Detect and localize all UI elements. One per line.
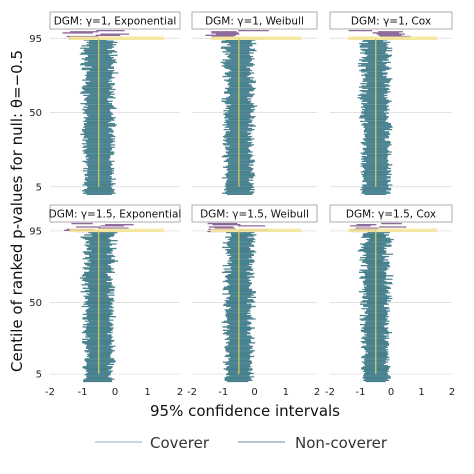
x-tick-label: -1 xyxy=(218,387,228,398)
x-tick-label: -2 xyxy=(325,387,335,398)
facet-title: DGM: γ=1, Cox xyxy=(351,16,431,28)
x-tick-label: 2 xyxy=(314,387,320,398)
x-tick-label: 0 xyxy=(251,387,257,398)
facet-title: DGM: γ=1, Exponential xyxy=(54,16,177,28)
y-tick-label: 50 xyxy=(29,108,42,119)
facet-title: DGM: γ=1, Weibull xyxy=(205,16,304,28)
x-axis-title: 95% confidence intervals xyxy=(150,402,340,420)
facet-panel: DGM: γ=1, Weibull xyxy=(191,11,318,196)
facet-strip xyxy=(49,204,181,223)
facet-title: DGM: γ=1.5, Weibull xyxy=(200,209,309,221)
y-tick-label: 50 xyxy=(29,298,42,309)
x-tick-label: 1 xyxy=(418,387,424,398)
y-tick-label: 5 xyxy=(36,182,42,193)
legend-label-non-coverer: Non-coverer xyxy=(295,434,388,452)
facet-panel: DGM: γ=1.5, Exponential 5 50 95 -2 -1 0 1 2 xyxy=(29,204,183,398)
facet-panel: DGM: γ=1.5, Cox -2 -1 0 1 2 xyxy=(325,204,455,398)
facet-strip xyxy=(191,11,318,30)
facet-strip xyxy=(329,204,453,223)
x-tick-label: 1 xyxy=(283,387,289,398)
y-tick-label: 95 xyxy=(29,226,42,237)
x-tick-label: 2 xyxy=(449,387,455,398)
x-tick-label: 2 xyxy=(177,387,183,398)
y-tick-label: 95 xyxy=(29,34,42,45)
x-tick-label: -2 xyxy=(45,387,55,398)
x-tick-label: -1 xyxy=(356,387,366,398)
legend-label-coverer: Coverer xyxy=(150,434,210,452)
x-tick-label: 1 xyxy=(144,387,150,398)
x-tick-label: 0 xyxy=(112,387,118,398)
facet-title: DGM: γ=1.5, Cox xyxy=(346,209,436,221)
facet-strip xyxy=(49,11,181,30)
facet-panel: DGM: γ=1, Cox xyxy=(329,11,453,196)
x-tick-label: 0 xyxy=(388,387,394,398)
facet-strip xyxy=(329,11,453,30)
facet-title: DGM: γ=1.5, Exponential xyxy=(49,209,182,221)
legend: Coverer Non-coverer xyxy=(95,434,388,452)
y-axis-title: Centile of ranked p-values for null: θ=−… xyxy=(8,50,26,372)
facet-panel: DGM: γ=1, Exponential 5 50 95 xyxy=(29,11,181,196)
x-tick-label: -1 xyxy=(78,387,88,398)
x-tick-label: -2 xyxy=(187,387,197,398)
facet-strip xyxy=(191,204,318,223)
y-tick-label: 5 xyxy=(36,370,42,381)
facet-panel: DGM: γ=1.5, Weibull -2 -1 0 1 2 xyxy=(187,204,320,398)
